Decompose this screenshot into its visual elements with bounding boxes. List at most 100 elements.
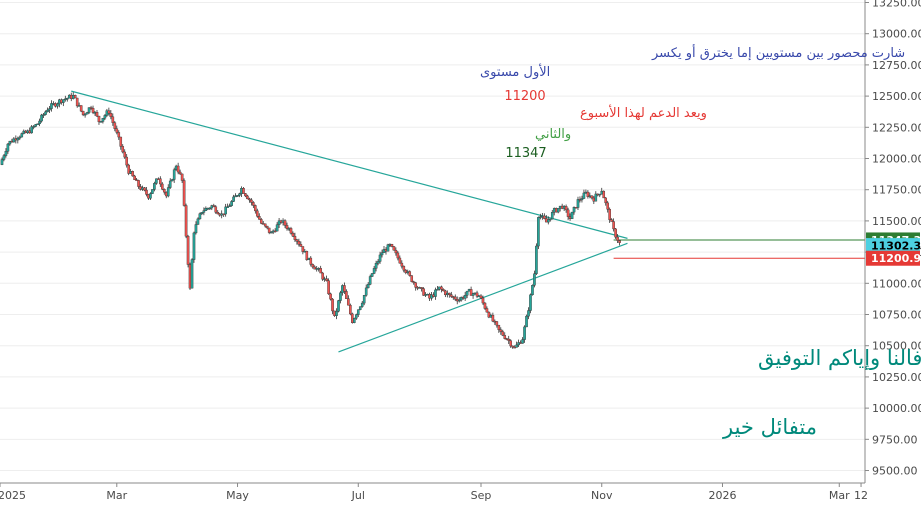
candle-body — [127, 164, 130, 174]
candle-body — [83, 113, 87, 116]
candle-body — [48, 108, 51, 111]
candle-body — [360, 302, 364, 307]
y-tick-label: 10750.00 — [872, 309, 921, 322]
candle-body — [200, 212, 204, 214]
candle-body — [475, 292, 479, 297]
y-tick-label: 11500.00 — [872, 215, 921, 228]
candle-body — [248, 198, 251, 201]
y-tick-label: 12000.00 — [872, 153, 921, 166]
candle-body — [501, 331, 505, 336]
candle-body — [529, 294, 532, 311]
candle-body — [533, 273, 536, 286]
candle-body — [283, 220, 287, 226]
candle-body — [366, 284, 370, 289]
candle-body — [30, 126, 33, 134]
candle-body — [2, 155, 6, 160]
candle-body — [91, 108, 95, 113]
y-tick-label: 12500.00 — [872, 90, 921, 103]
candle-body — [434, 289, 437, 297]
candle-body — [277, 220, 281, 225]
candle-body — [172, 169, 176, 180]
candle-body — [390, 244, 394, 247]
candle-body — [119, 136, 123, 147]
candle-body — [265, 225, 269, 229]
candle-body — [258, 216, 261, 220]
candle-body — [420, 287, 423, 289]
candle-body — [564, 206, 568, 211]
candle-body — [259, 219, 263, 224]
candle-body — [327, 280, 330, 295]
farewell-text: وفالنا وإياكم التوفيق — [758, 346, 921, 371]
candle-body — [250, 199, 253, 203]
candle-body — [469, 289, 473, 296]
candle-body — [517, 342, 520, 346]
candle-body — [20, 133, 24, 138]
candle-body — [608, 208, 611, 220]
candle-body — [364, 287, 368, 296]
candle-body — [604, 197, 607, 204]
candle-body — [133, 175, 136, 181]
candle-body — [354, 314, 358, 319]
x-tick-label: Jul — [351, 489, 365, 502]
candle-body — [143, 187, 146, 191]
candle-body — [103, 115, 107, 119]
candle-body — [546, 219, 550, 223]
candle-body — [228, 205, 231, 207]
candle-body — [230, 201, 233, 206]
candle-body — [535, 245, 538, 274]
candle-body — [267, 227, 271, 233]
candle-body — [111, 116, 115, 123]
candle-body — [107, 110, 111, 114]
candle-body — [337, 300, 340, 312]
candle-body — [582, 192, 586, 199]
candle-body — [208, 207, 212, 210]
candle-body — [65, 97, 69, 100]
candle-body — [176, 165, 180, 173]
candle-body — [121, 146, 125, 153]
second-label: والثاني — [535, 127, 571, 142]
candle-body — [18, 136, 22, 139]
candle-body — [325, 278, 328, 281]
candle-body — [471, 293, 475, 296]
candle-body — [465, 290, 469, 296]
candle-body — [89, 107, 93, 109]
candle-body — [537, 217, 540, 247]
candle-body — [202, 210, 206, 213]
candle-body — [479, 295, 483, 299]
candle-body — [362, 295, 366, 304]
second-value: 11347 — [505, 146, 546, 161]
candle-body — [295, 239, 299, 242]
candle-body — [358, 306, 362, 310]
candle-body — [81, 110, 85, 116]
candle-body — [56, 103, 59, 107]
candle-body — [349, 304, 352, 315]
candle-body — [115, 128, 119, 133]
candle-body — [123, 151, 127, 158]
candle-body — [453, 296, 457, 300]
candle-body — [155, 178, 158, 184]
candle-body — [321, 272, 324, 280]
candle-body — [16, 137, 20, 141]
candle-body — [616, 236, 619, 241]
support-text: ويعد الدعم لهذا الأسبوع — [580, 104, 707, 121]
candle-body — [62, 99, 65, 103]
note-line-2: الأول مستوى — [480, 63, 550, 80]
price-badge-label: 11302.35 — [871, 240, 921, 253]
y-tick-label: 10500.00 — [872, 340, 921, 353]
candle-body — [610, 219, 613, 222]
candle-body — [79, 105, 83, 112]
candle-body — [87, 107, 91, 113]
candle-body — [448, 292, 451, 295]
candle-body — [246, 195, 249, 200]
candle-body — [570, 211, 574, 220]
candle-body — [204, 208, 208, 211]
candle-body — [457, 299, 461, 302]
candle-body — [499, 329, 503, 332]
candle-body — [459, 297, 463, 301]
candle-body — [190, 259, 194, 289]
candle-body — [606, 202, 609, 210]
candle-body — [101, 117, 105, 122]
candle-body — [244, 193, 247, 197]
candle-body — [339, 292, 342, 301]
